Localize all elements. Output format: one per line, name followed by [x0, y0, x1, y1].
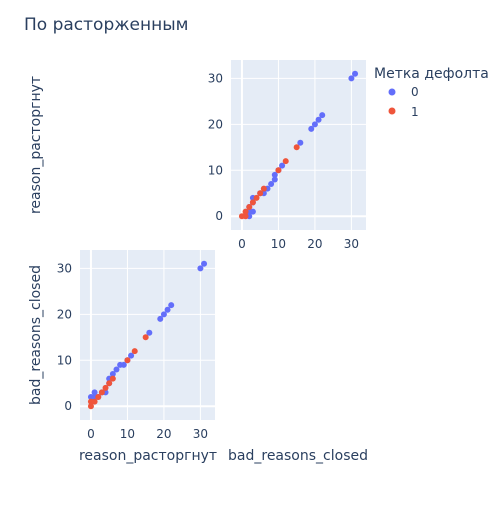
data-point-series-1-1[interactable] — [242, 213, 249, 220]
panel-bottom-left-ticks: 0 0 10 10 20 20 30 30 — [57, 261, 208, 441]
y-axis-label-bottom: bad_reasons_closed — [28, 265, 44, 405]
data-point-series-1-3[interactable] — [246, 204, 253, 211]
data-point-series-1-4[interactable] — [249, 199, 256, 206]
data-point-series-0-18[interactable] — [319, 112, 326, 119]
y-tick-label-10: 10 — [57, 353, 72, 367]
panel-top-right-grid — [231, 60, 366, 230]
data-point-series-1-9[interactable] — [282, 158, 289, 165]
chart-title: По расторженным — [24, 15, 189, 35]
data-point-series-1-3[interactable] — [95, 394, 102, 401]
data-point-series-0-14[interactable] — [297, 139, 304, 146]
data-point-series-1-9[interactable] — [131, 348, 138, 355]
x-tick-label-0: 0 — [87, 427, 95, 441]
legend-label-0: 0 — [411, 85, 419, 99]
data-point-series-0-8[interactable] — [109, 371, 116, 378]
panel-top-right-ticks: 0 0 10 10 20 20 30 30 — [208, 71, 359, 251]
data-point-series-1-8[interactable] — [275, 167, 282, 174]
data-point-series-0-17[interactable] — [164, 306, 171, 313]
data-point-series-0-9[interactable] — [113, 366, 120, 373]
legend: Метка дефолта 0 1 — [374, 66, 489, 119]
data-point-series-1-7[interactable] — [260, 185, 267, 192]
data-point-series-1-5[interactable] — [253, 194, 260, 201]
data-point-series-0-19[interactable] — [197, 265, 204, 272]
y-tick-label-20: 20 — [57, 307, 72, 321]
legend-item-1[interactable]: 1 — [388, 105, 419, 119]
data-point-series-0-15[interactable] — [308, 125, 315, 132]
data-point-series-1-4[interactable] — [98, 389, 105, 396]
data-point-series-0-11[interactable] — [271, 171, 278, 178]
data-point-series-0-13[interactable] — [279, 162, 286, 169]
data-point-series-0-19[interactable] — [348, 75, 355, 82]
x-tick-label-20: 20 — [307, 237, 322, 251]
data-point-series-1-6[interactable] — [106, 380, 113, 387]
data-point-series-0-15[interactable] — [157, 315, 164, 322]
x-axis-label-left: reason_расторгнут — [79, 448, 217, 464]
data-point-series-1-2[interactable] — [242, 208, 249, 215]
x-tick-label-10: 10 — [271, 237, 286, 251]
y-tick-label-20: 20 — [208, 117, 223, 131]
data-point-series-0-14[interactable] — [146, 329, 153, 336]
data-point-series-1-8[interactable] — [124, 357, 131, 364]
data-point-series-0-10[interactable] — [271, 176, 278, 183]
panel-top-right-points — [238, 70, 359, 220]
x-tick-label-30: 30 — [344, 237, 359, 251]
legend-marker-0 — [388, 88, 396, 96]
legend-marker-1 — [388, 107, 396, 115]
data-point-series-1-2[interactable] — [91, 398, 98, 405]
data-point-series-0-13[interactable] — [128, 352, 135, 359]
data-point-series-1-10[interactable] — [142, 334, 149, 341]
y-tick-label-30: 30 — [208, 71, 223, 85]
data-point-series-0-16[interactable] — [160, 311, 167, 318]
panel-top-right: 0 0 10 10 20 20 30 30 reason_расторгнут — [28, 60, 366, 251]
data-point-series-1-0[interactable] — [87, 403, 94, 410]
data-point-series-0-11[interactable] — [120, 361, 127, 368]
y-tick-label-30: 30 — [57, 261, 72, 275]
data-point-series-1-6[interactable] — [257, 190, 264, 197]
data-point-series-1-7[interactable] — [109, 375, 116, 382]
data-point-series-0-20[interactable] — [201, 260, 208, 267]
x-axis-label-right: bad_reasons_closed — [228, 448, 368, 464]
panel-bottom-left-grid — [80, 250, 215, 420]
legend-item-0[interactable]: 0 — [388, 85, 419, 99]
y-tick-label-0: 0 — [215, 209, 223, 223]
x-tick-label-30: 30 — [193, 427, 208, 441]
panel-bottom-left-points — [87, 260, 208, 410]
y-tick-label-0: 0 — [64, 399, 72, 413]
data-point-series-1-10[interactable] — [293, 144, 300, 151]
x-tick-label-10: 10 — [120, 427, 135, 441]
x-tick-label-20: 20 — [156, 427, 171, 441]
y-axis-label-top: reason_расторгнут — [28, 76, 44, 214]
legend-label-1: 1 — [411, 105, 419, 119]
data-point-series-0-16[interactable] — [311, 121, 318, 128]
data-point-series-0-2[interactable] — [249, 208, 256, 215]
data-point-series-1-5[interactable] — [102, 384, 109, 391]
legend-title: Метка дефолта — [374, 66, 489, 82]
data-point-series-0-2[interactable] — [91, 389, 98, 396]
data-point-series-0-18[interactable] — [168, 302, 175, 309]
y-tick-label-10: 10 — [208, 163, 223, 177]
data-point-series-0-9[interactable] — [268, 181, 275, 188]
data-point-series-0-17[interactable] — [315, 116, 322, 123]
panel-bottom-left: 0 0 10 10 20 20 30 30 bad_reasons_closed reason… — [28, 250, 217, 464]
x-tick-label-0: 0 — [238, 237, 246, 251]
data-point-series-0-20[interactable] — [352, 70, 359, 77]
